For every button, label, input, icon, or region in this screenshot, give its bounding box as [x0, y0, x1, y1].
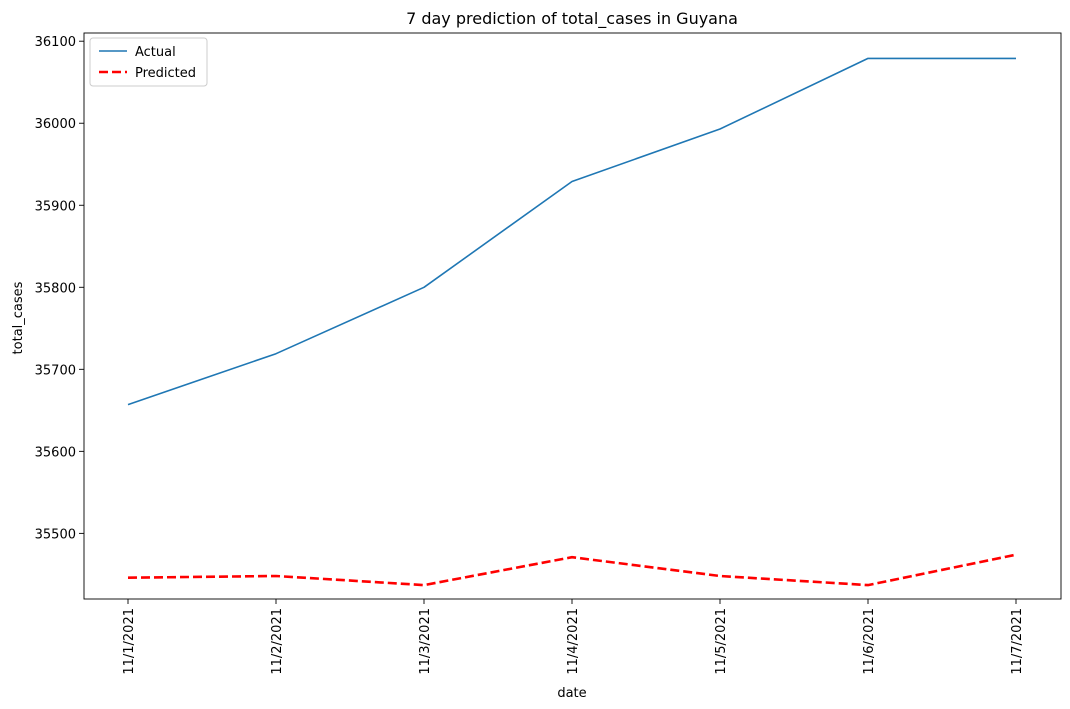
x-tick-label: 11/5/2021 — [714, 608, 729, 675]
y-tick-label: 35900 — [35, 199, 76, 214]
series-line-actual — [127, 57, 1016, 406]
x-axis-label: date — [557, 686, 586, 701]
plot-area — [127, 57, 1017, 587]
axes-frame — [83, 32, 1062, 600]
y-tick-label: 36000 — [35, 117, 76, 132]
y-tick-label: 35600 — [35, 445, 76, 460]
legend-label-actual: Actual — [135, 45, 176, 60]
chart-title: 7 day prediction of total_cases in Guyan… — [406, 9, 738, 29]
axes: 35500 35600 35700 35800 35900 36000 36100 11/1/… — [35, 32, 1062, 675]
x-tick-label: 11/3/2021 — [418, 608, 433, 675]
x-tick-label: 11/1/2021 — [122, 608, 137, 675]
legend-label-predicted: Predicted — [135, 66, 196, 81]
legend: Actual Predicted — [89, 37, 208, 87]
legend-box — [89, 37, 208, 87]
x-tick-label: 11/6/2021 — [862, 608, 877, 675]
x-tick-label: 11/7/2021 — [1010, 608, 1025, 675]
y-tick-label: 36100 — [35, 35, 76, 50]
y-axis-label: total_cases — [11, 281, 26, 354]
y-tick-label: 35500 — [35, 527, 76, 542]
series-line-predicted — [127, 553, 1017, 587]
x-tick-label: 11/4/2021 — [566, 608, 581, 675]
x-tick-label: 11/2/2021 — [270, 608, 285, 675]
y-tick-label: 35800 — [35, 281, 76, 296]
y-tick-label: 35700 — [35, 363, 76, 378]
